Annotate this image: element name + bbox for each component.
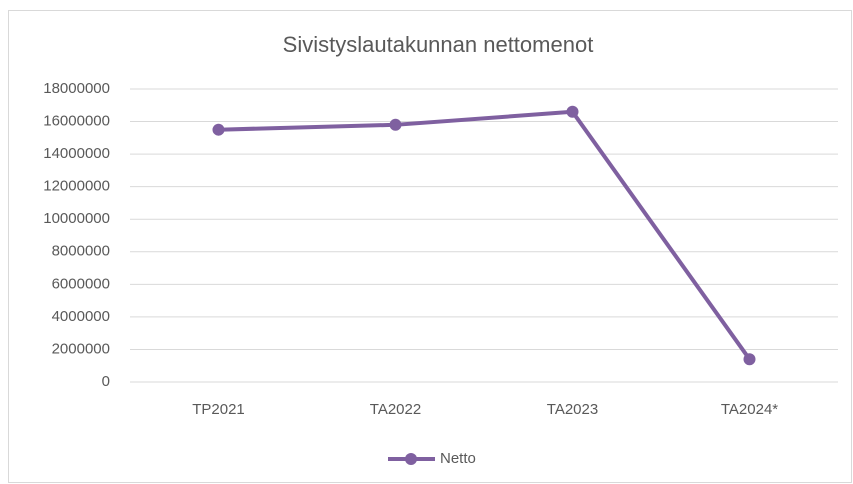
data-point bbox=[389, 118, 402, 131]
y-tick-label: 4000000 bbox=[52, 308, 110, 325]
y-tick-label: 6000000 bbox=[52, 275, 110, 292]
y-tick-label: 16000000 bbox=[43, 113, 110, 130]
y-tick-label: 0 bbox=[102, 373, 110, 390]
data-point bbox=[212, 123, 225, 136]
x-tick-label: TA2023 bbox=[547, 401, 598, 418]
y-tick-label: 14000000 bbox=[43, 145, 110, 162]
y-tick-label: 2000000 bbox=[52, 340, 110, 357]
chart-title: Sivistyslautakunnan nettomenot bbox=[283, 32, 594, 57]
y-tick-label: 18000000 bbox=[43, 80, 110, 97]
data-point bbox=[743, 353, 756, 366]
x-tick-label: TA2024* bbox=[721, 401, 778, 418]
legend-marker bbox=[405, 453, 417, 465]
x-tick-label: TA2022 bbox=[370, 401, 421, 418]
x-tick-label: TP2021 bbox=[192, 401, 245, 418]
series-line bbox=[218, 109, 752, 361]
y-tick-label: 10000000 bbox=[43, 210, 110, 227]
y-tick-label: 8000000 bbox=[52, 243, 110, 260]
legend-label: Netto bbox=[440, 450, 476, 467]
y-tick-label: 12000000 bbox=[43, 178, 110, 195]
data-point bbox=[566, 105, 579, 118]
